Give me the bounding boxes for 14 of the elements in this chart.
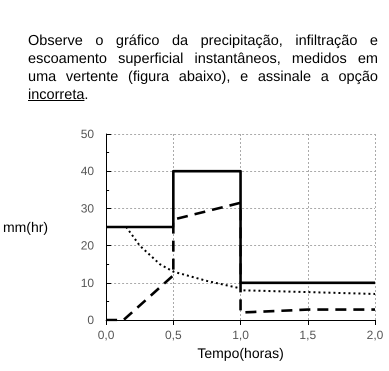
y-tick-label: 30 — [80, 201, 94, 216]
x-tick-label: 0,5 — [164, 328, 182, 342]
y-axis-title: mm(hr) — [2, 219, 48, 235]
chart-title: Observe o gráfico da precipitação, infiltração e escoamento superficial instantâneos, medidos em uma vertente (figura abaixo), e assinale a opção incorreta. — [28, 32, 378, 104]
y-tick-label: 0 — [87, 313, 94, 327]
x-tick-label: 0,0 — [98, 328, 115, 342]
y-tick-label: 40 — [80, 164, 94, 178]
x-tick-label: 2,0 — [366, 328, 384, 342]
x-tick-label: 1,0 — [232, 328, 250, 342]
x-axis-title: Tempo(horas) — [197, 344, 284, 361]
x-tick-label: 1,5 — [299, 328, 316, 342]
y-tick-label: 10 — [80, 276, 94, 290]
y-tick-label: 50 — [80, 127, 94, 141]
y-tick-label: 20 — [80, 238, 94, 253]
